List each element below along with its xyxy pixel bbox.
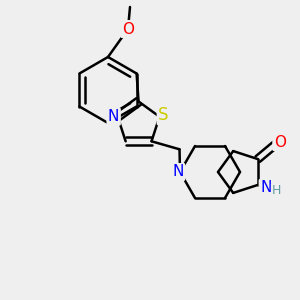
Text: N: N: [172, 164, 184, 179]
Text: N: N: [260, 180, 272, 195]
Text: H: H: [272, 184, 281, 197]
Text: N: N: [108, 109, 119, 124]
Text: S: S: [158, 106, 169, 124]
Text: O: O: [122, 22, 134, 37]
Text: O: O: [274, 135, 286, 150]
